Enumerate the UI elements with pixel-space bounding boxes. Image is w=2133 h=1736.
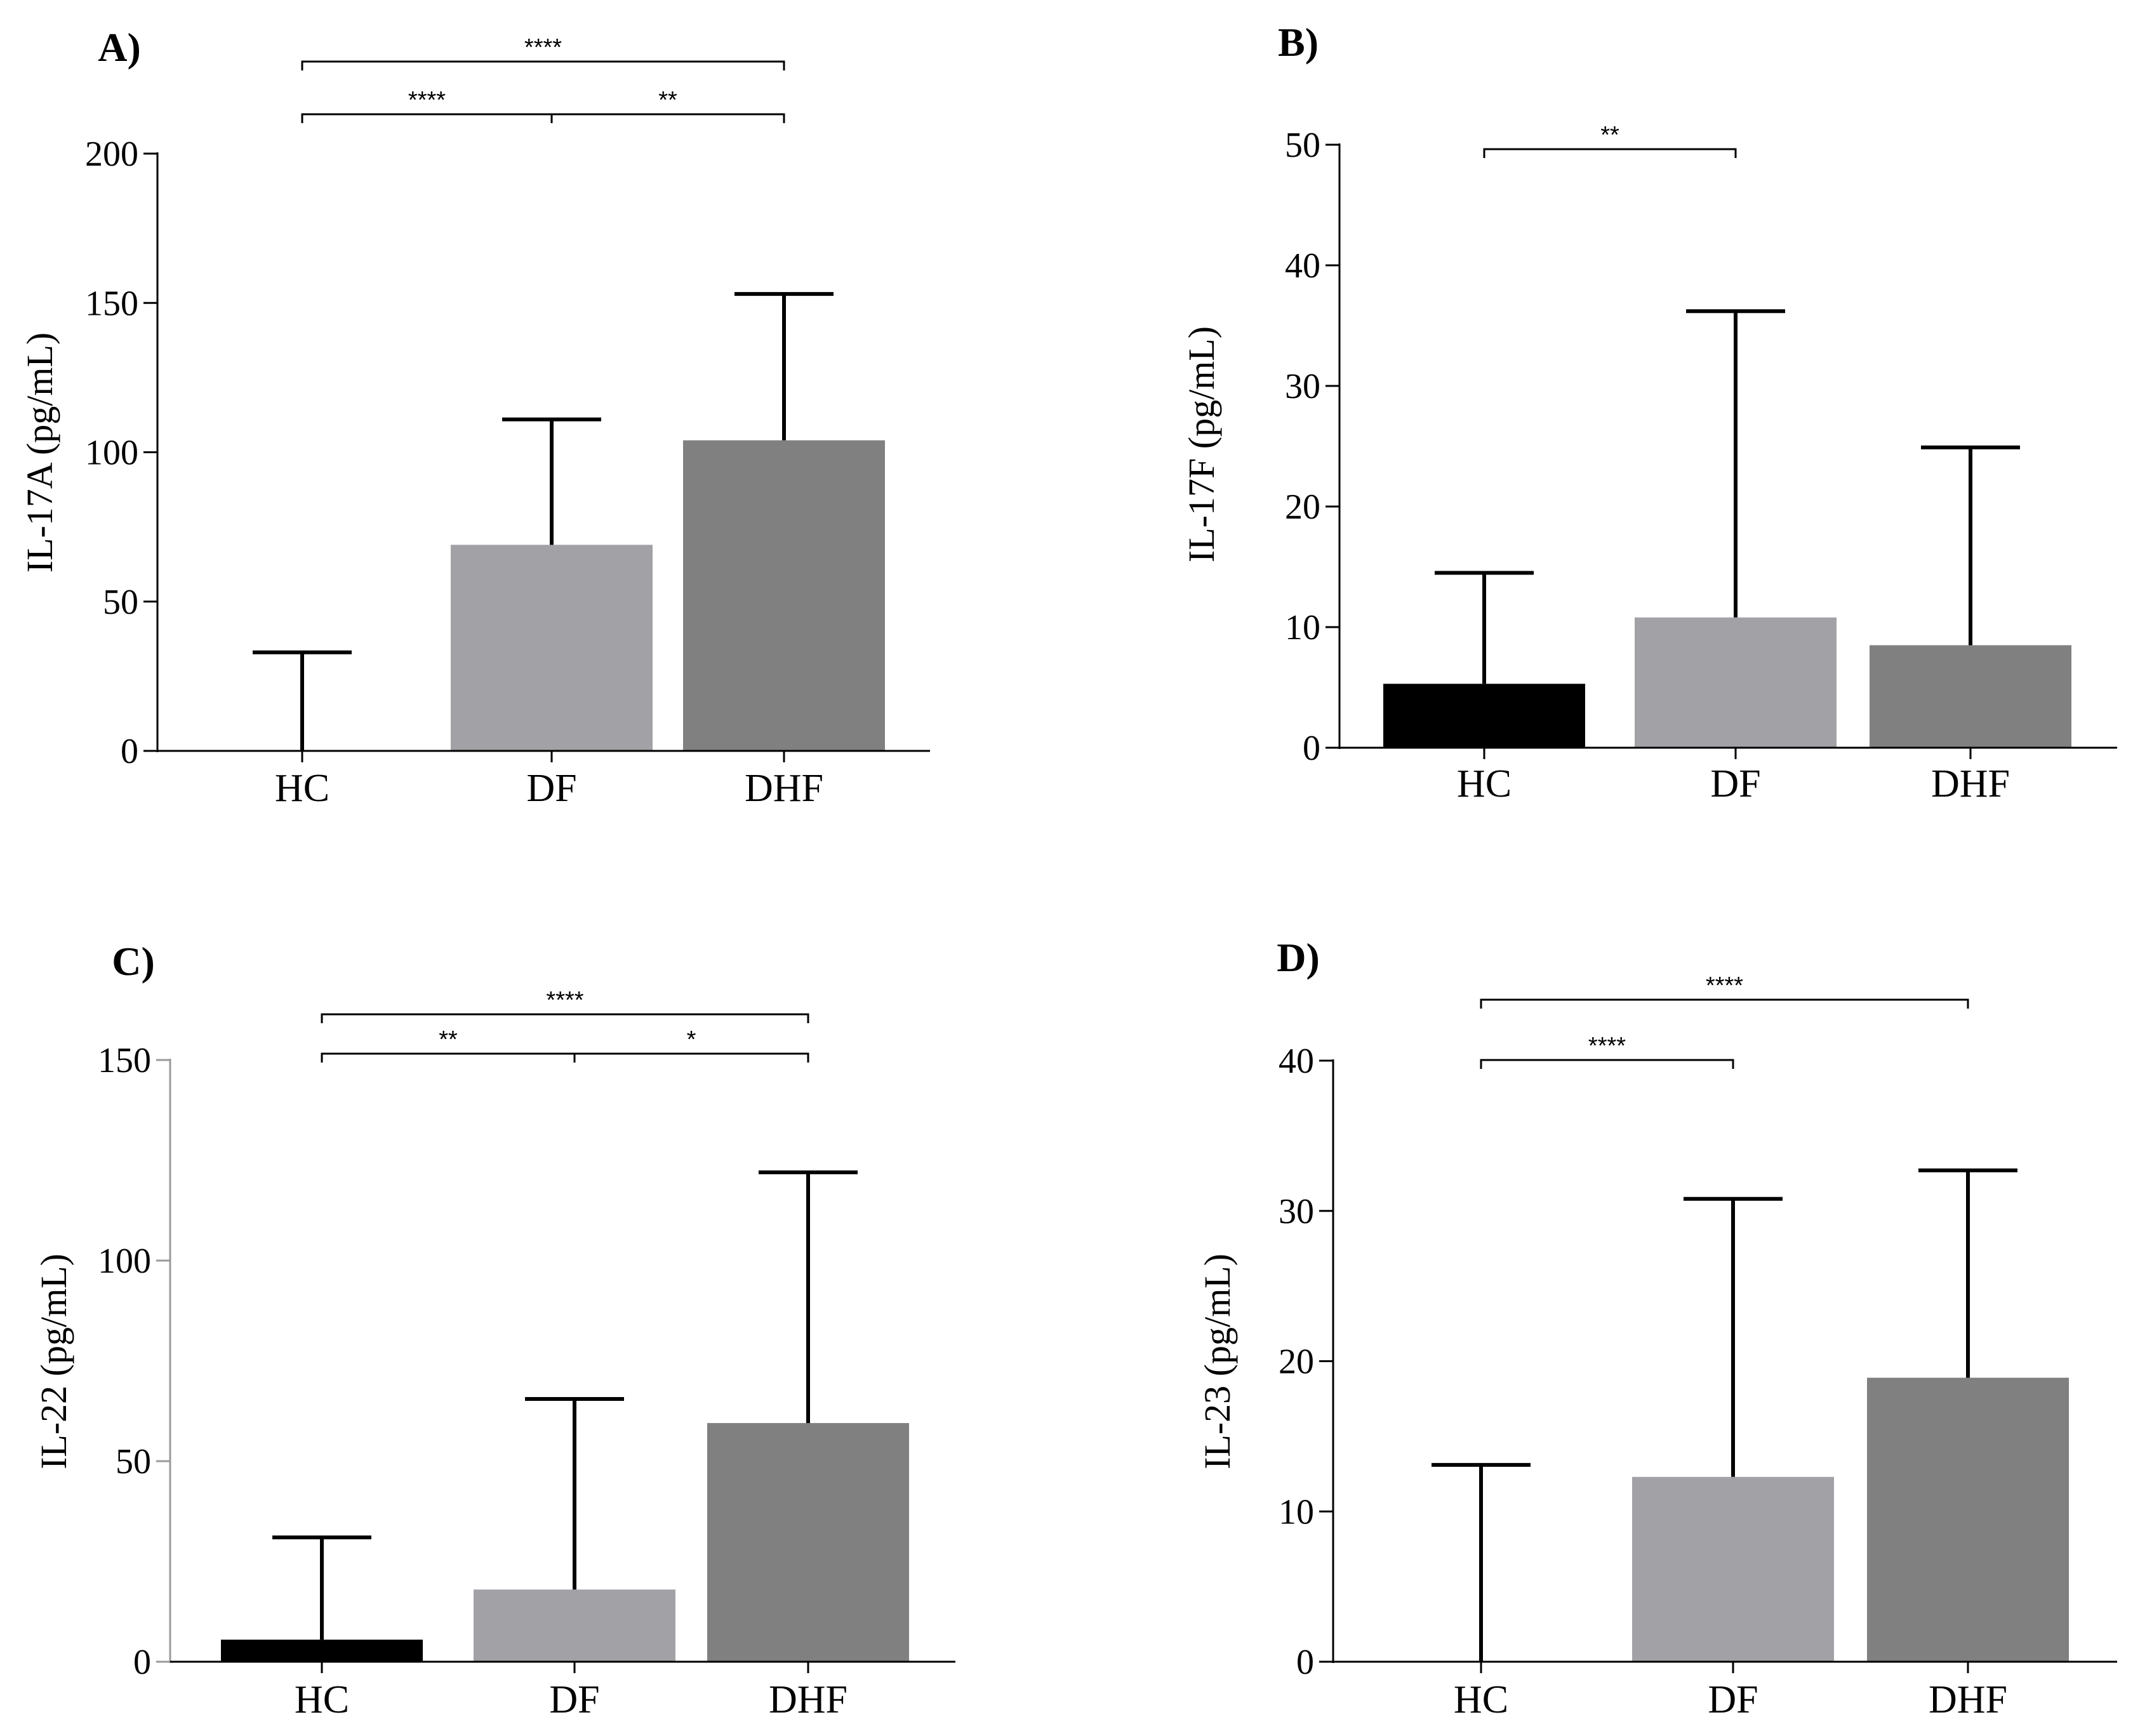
significance-bracket [301, 113, 553, 123]
bar-dhf [707, 1422, 909, 1662]
x-tick-label: HC [295, 1678, 349, 1721]
y-tick-label: 150 [98, 1041, 151, 1080]
bar-df [451, 545, 653, 751]
significance-bracket [1480, 1059, 1734, 1069]
x-tick-label: HC [1457, 762, 1512, 805]
significance-bracket [301, 60, 785, 70]
x-tick-label: DF [1708, 1678, 1758, 1721]
panel-label: A) [98, 25, 141, 70]
y-tick-label: 200 [85, 135, 138, 174]
y-tick-label: 30 [1285, 367, 1320, 406]
bar-dhf [1867, 1377, 2069, 1662]
significance-label: **** [1588, 1033, 1626, 1059]
bar-dhf [1870, 645, 2071, 748]
y-axis-title: IL-22 (pg/mL) [33, 1254, 74, 1469]
bar-df [1635, 617, 1837, 748]
significance-label: ** [1600, 122, 1619, 149]
y-tick-label: 20 [1279, 1342, 1314, 1382]
y-tick-label: 0 [1303, 729, 1320, 768]
significance-label: **** [408, 87, 446, 114]
chart-panel-4: D) IL-23 (pg/mL) 0 10 20 30 40 HC DF DHF **** **** [1197, 935, 2117, 1721]
panel-label: C) [112, 939, 155, 984]
y-axis-title: IL-23 (pg/mL) [1197, 1254, 1238, 1469]
x-tick-label: DF [526, 767, 576, 810]
x-tick-label: DHF [769, 1678, 847, 1721]
y-tick-label: 10 [1285, 608, 1320, 647]
x-tick-label: DHF [1929, 1678, 2007, 1721]
x-tick-label: DHF [745, 767, 823, 810]
y-axis-title: IL-17A (pg/mL) [19, 333, 60, 573]
significance-label: **** [1706, 972, 1743, 999]
y-tick-label: 100 [85, 434, 138, 473]
significance-label: ** [658, 87, 677, 114]
significance-label: * [687, 1026, 696, 1053]
y-tick-label: 100 [98, 1242, 151, 1281]
bar-hc [1383, 684, 1585, 748]
panel-label: B) [1278, 20, 1319, 65]
significance-label: **** [524, 34, 562, 61]
panel-label: D) [1277, 935, 1320, 980]
y-tick-label: 150 [85, 284, 138, 323]
x-tick-label: DHF [1931, 762, 2010, 805]
y-tick-label: 50 [103, 583, 138, 622]
bar-hc [221, 1640, 423, 1662]
y-tick-label: 0 [133, 1643, 151, 1682]
significance-bracket [321, 1013, 809, 1023]
x-tick-label: HC [1454, 1678, 1508, 1721]
bar-df [1632, 1476, 1834, 1662]
bar-dhf [683, 440, 885, 751]
y-tick-label: 10 [1279, 1492, 1314, 1532]
bar-df [474, 1589, 675, 1662]
significance-bracket [321, 1052, 576, 1063]
significance-bracket [573, 1052, 809, 1063]
y-tick-label: 20 [1285, 487, 1320, 527]
y-tick-label: 30 [1279, 1192, 1314, 1231]
y-tick-label: 50 [1285, 126, 1320, 165]
chart-panel-2: B) IL-17F (pg/mL) 0 10 20 30 40 50 HC DF DHF ** [1181, 20, 2117, 805]
significance-label: **** [546, 987, 583, 1014]
x-tick-label: DF [549, 1678, 599, 1721]
significance-bracket [1480, 998, 1969, 1009]
x-tick-label: DF [1710, 762, 1760, 805]
y-tick-label: 50 [116, 1442, 151, 1481]
y-tick-label: 40 [1285, 246, 1320, 286]
y-tick-label: 0 [1296, 1643, 1314, 1682]
y-tick-label: 0 [121, 732, 138, 771]
y-axis-title: IL-17F (pg/mL) [1181, 326, 1222, 562]
significance-label: ** [439, 1026, 458, 1053]
significance-bracket [550, 113, 785, 123]
y-tick-label: 40 [1279, 1042, 1314, 1081]
x-tick-label: HC [275, 767, 329, 810]
significance-bracket [1483, 148, 1737, 158]
